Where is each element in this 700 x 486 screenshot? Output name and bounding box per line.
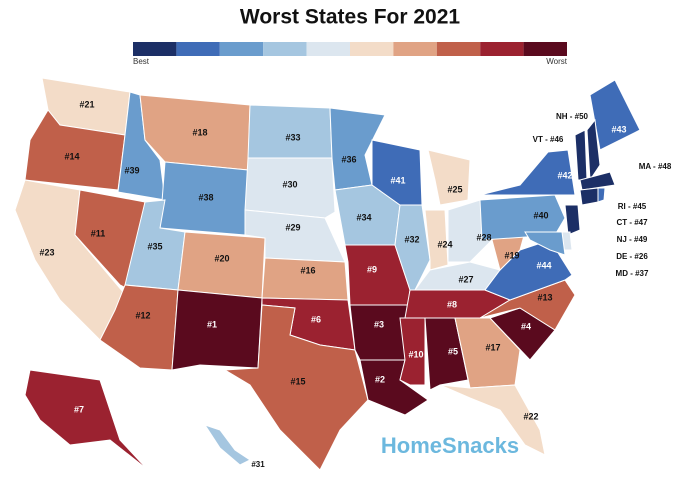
state-rank-label: #44 <box>536 260 551 270</box>
legend-swatch <box>133 42 177 56</box>
state-shape <box>564 204 581 236</box>
state-rank-label: #23 <box>39 247 54 257</box>
state-rank-label: #42 <box>557 170 572 180</box>
legend-swatch <box>523 42 567 56</box>
state-shape <box>597 187 606 203</box>
state-rank-label: DE - #26 <box>616 252 648 261</box>
legend-swatch <box>263 42 307 56</box>
state-rank-label: #39 <box>124 165 139 175</box>
state-rank-label: #15 <box>290 376 305 386</box>
state-rank-label: #4 <box>521 321 531 331</box>
state-rank-label: VT - #46 <box>533 135 564 144</box>
state-rank-label: RI - #45 <box>618 202 647 211</box>
state-shape <box>203 424 251 466</box>
state-shape <box>479 194 566 241</box>
state-rank-label: #16 <box>300 265 315 275</box>
state-rank-label: #8 <box>447 299 457 309</box>
state-rank-label: #30 <box>282 179 297 189</box>
state-rank-label: MA - #48 <box>639 162 672 171</box>
state-rank-label: #19 <box>504 250 519 260</box>
state-rank-label: #43 <box>611 124 626 134</box>
state-shape <box>261 257 349 301</box>
state-rank-label: #12 <box>135 310 150 320</box>
state-rank-label: #2 <box>375 374 385 384</box>
state-rank-label: NJ - #49 <box>617 235 648 244</box>
legend-swatch <box>350 42 394 56</box>
state-shape <box>424 317 469 391</box>
state-rank-label: #17 <box>485 342 500 352</box>
state-rank-label: #18 <box>192 127 207 137</box>
state-shape <box>177 231 266 299</box>
legend-swatch <box>219 42 264 56</box>
watermark: HomeSnacks <box>381 433 519 458</box>
state-rank-label: CT - #47 <box>616 218 648 227</box>
state-shape <box>244 157 336 219</box>
state-rank-label: #3 <box>374 319 384 329</box>
state-shape <box>479 149 576 196</box>
state-shape <box>579 187 599 206</box>
state-rank-label: #27 <box>458 274 473 284</box>
state-rank-label: #7 <box>74 404 84 414</box>
legend-high: Worst <box>546 57 568 66</box>
state-rank-label: #35 <box>147 241 162 251</box>
title: Worst States For 2021 <box>240 6 461 29</box>
state-shape <box>171 289 263 371</box>
state-rank-label: #34 <box>356 212 371 222</box>
state-rank-label: #31 <box>251 460 265 469</box>
state-rank-label: #40 <box>533 210 548 220</box>
state-rank-label: #36 <box>341 154 356 164</box>
state-shape <box>439 384 546 456</box>
state-rank-label: #28 <box>476 232 491 242</box>
legend-low: Best <box>133 57 150 66</box>
state-shape <box>424 209 449 271</box>
state-rank-label: #6 <box>311 314 321 324</box>
state-rank-label: NH - #50 <box>556 112 589 121</box>
state-rank-label: #13 <box>537 292 552 302</box>
state-rank-label: MD - #37 <box>616 269 649 278</box>
state-shape <box>454 317 521 389</box>
state-shape <box>586 118 601 182</box>
state-shape <box>579 171 616 191</box>
legend-swatch <box>436 42 481 56</box>
legend-swatch <box>480 42 524 56</box>
state-rank-label: #24 <box>437 239 452 249</box>
state-rank-label: #33 <box>285 132 300 142</box>
state-rank-label: #1 <box>207 319 217 329</box>
state-rank-label: #21 <box>79 99 94 109</box>
state-shape <box>223 304 369 471</box>
state-rank-label: #22 <box>523 411 538 421</box>
state-rank-label: #5 <box>448 346 458 356</box>
legend-swatch <box>306 42 350 56</box>
state-rank-label: #14 <box>64 151 79 161</box>
state-shape <box>349 304 409 361</box>
state-rank-label: #38 <box>198 192 213 202</box>
state-rank-label: #20 <box>214 253 229 263</box>
legend-swatch <box>176 42 220 56</box>
state-rank-label: #11 <box>91 228 106 238</box>
state-rank-label: #29 <box>285 222 300 232</box>
state-shape <box>524 231 566 256</box>
state-shape <box>574 129 588 181</box>
state-rank-label: #10 <box>408 349 423 359</box>
state-rank-label: #25 <box>447 184 462 194</box>
state-rank-label: #9 <box>367 264 377 274</box>
state-rank-label: #41 <box>390 175 405 185</box>
state-rank-label: #32 <box>404 234 419 244</box>
state-shape <box>427 149 471 206</box>
state-shape <box>24 369 149 471</box>
legend-swatch <box>393 42 437 56</box>
